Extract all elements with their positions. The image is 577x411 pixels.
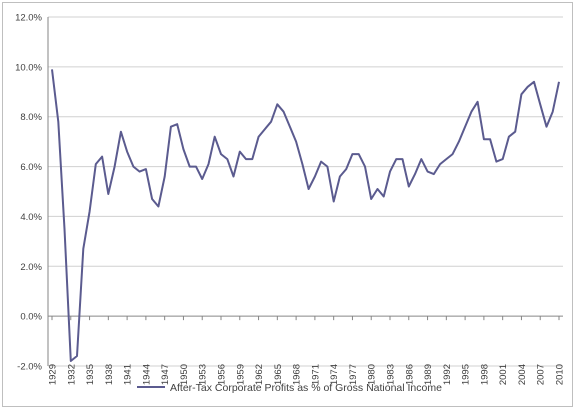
x-tick-label: 1998	[479, 364, 490, 385]
x-tick-label: 1974	[329, 364, 340, 385]
x-tick-label: 1977	[348, 364, 359, 385]
x-tick-label: 1980	[367, 364, 378, 385]
x-tick-label: 1989	[423, 364, 434, 385]
x-tick-label: 2007	[536, 364, 547, 385]
x-tick-label: 1932	[66, 364, 77, 385]
y-tick-label: 2.0%	[20, 262, 42, 273]
x-tick-label: 1953	[198, 364, 209, 385]
x-tick-label: 1935	[85, 364, 96, 385]
x-tick-label: 2001	[498, 364, 509, 385]
x-tick-label: 1986	[404, 364, 415, 385]
x-tick-label: 1938	[104, 364, 115, 385]
legend: After-Tax Corporate Profits as % of Gros…	[137, 382, 442, 394]
x-tick-label: 1941	[123, 364, 134, 385]
series-line	[51, 69, 560, 362]
x-tick-label: 1995	[461, 364, 472, 385]
x-tick-label: 1950	[179, 364, 190, 385]
y-tick-label: 10.0%	[15, 62, 42, 73]
x-tick-label: 2004	[517, 364, 528, 385]
x-tick-label: 1944	[141, 364, 152, 385]
x-tick-label: 1968	[292, 364, 303, 385]
x-tick-label: 1992	[442, 364, 453, 385]
axes	[47, 17, 563, 366]
x-tick-label: 1956	[217, 364, 228, 385]
y-tick-label: 8.0%	[20, 112, 42, 123]
y-tick-label: -2.0%	[17, 362, 42, 373]
x-tick-label: 2010	[555, 364, 566, 385]
x-tick-label: 1947	[160, 364, 171, 385]
x-tick-label: 1983	[386, 364, 397, 385]
gridlines	[48, 16, 563, 367]
x-tick-label: 1929	[48, 364, 59, 385]
y-tick-label: 0.0%	[20, 312, 42, 323]
y-tick-label: 12.0%	[15, 13, 42, 24]
series-layer	[51, 69, 560, 362]
x-tick-label: 1962	[254, 364, 265, 385]
x-tick-labels: 1929 1932 1935 1938 1941 1944 1947 1950 1953 1956…	[48, 364, 566, 385]
legend-label: After-Tax Corporate Profits as % of Gros…	[170, 382, 442, 394]
y-tick-labels: 12.0% 10.0% 8.0% 6.0% 4.0% 2.0% 0.0% -2.0%	[15, 13, 42, 373]
y-tick-label: 6.0%	[20, 162, 42, 173]
y-tick-label: 4.0%	[20, 212, 42, 223]
x-tick-label: 1959	[235, 364, 246, 385]
chart-frame	[2, 2, 573, 407]
x-tick-label: 1965	[273, 364, 284, 385]
x-tick-label: 1971	[310, 364, 321, 385]
